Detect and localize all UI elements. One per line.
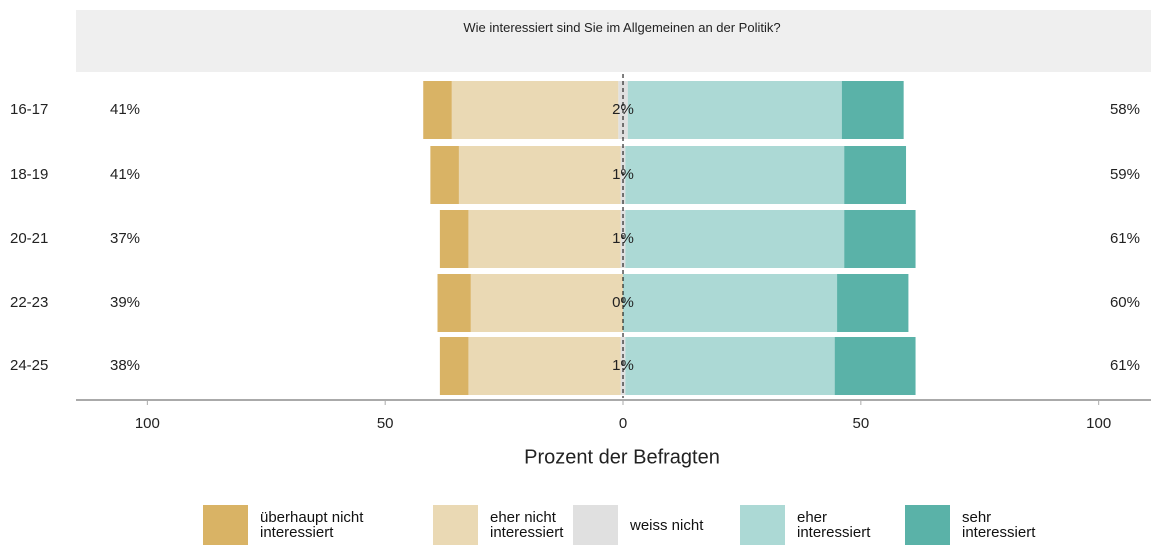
right-total-label: 58% [1110,101,1140,118]
legend-item: eher nicht interessiert [433,505,590,545]
x-axis-label: Prozent der Befragten [524,446,720,468]
bar-segment [834,337,916,395]
left-total-label: 41% [110,166,140,183]
legend-label: eher nicht interessiert [490,509,564,541]
bar-segment [423,81,452,139]
bar-segment [468,210,621,268]
legend-item: überhaupt nicht interessiert [203,505,385,545]
bar-segment [468,337,621,395]
right-total-label: 61% [1110,357,1140,374]
x-tick-label: 100 [135,415,160,432]
left-total-label: 38% [110,357,140,374]
y-tick-label: 16-17 [10,101,48,118]
x-tick-label: 50 [377,415,394,432]
legend-item: eher interessiert [740,505,897,545]
bar-segment [623,274,838,332]
bar-segment [625,337,835,395]
legend-swatch [203,505,248,545]
bar-segment [620,337,626,395]
legend-swatch [433,505,478,545]
center-label: 0% [612,294,634,311]
bar-segment [437,274,471,332]
center-label: 1% [612,357,634,374]
left-total-label: 37% [110,230,140,247]
x-tick-label: 100 [1086,415,1111,432]
bar-segment [470,274,624,332]
bar-segment [625,146,845,204]
legend-item: weiss nicht [573,505,730,545]
legend-item: sehr interessiert [905,505,1062,545]
legend-swatch [740,505,785,545]
x-tick-label: 50 [853,415,870,432]
left-total-label: 41% [110,101,140,118]
bar-segment [625,210,845,268]
y-tick-label: 18-19 [10,166,48,183]
legend-label: weiss nicht [630,516,704,534]
legend-label: überhaupt nicht interessiert [260,509,364,541]
bar-segment [837,274,909,332]
left-total-label: 39% [110,294,140,311]
bar-segment [439,210,469,268]
bar-segment [451,81,619,139]
bar-segment [844,210,916,268]
legend-swatch [573,505,618,545]
y-tick-label: 22-23 [10,294,48,311]
bar-segment [627,81,842,139]
bar-segment [841,81,904,139]
header-band [76,10,1151,72]
bar-segment [439,337,469,395]
right-total-label: 61% [1110,230,1140,247]
y-tick-label: 24-25 [10,357,48,374]
y-tick-label: 20-21 [10,230,48,247]
legend-label: eher interessiert [797,509,871,541]
legend-swatch [905,505,950,545]
legend-label: sehr interessiert [962,509,1036,541]
bar-segment [844,146,907,204]
bar-segment [430,146,459,204]
x-tick-label: 0 [619,415,627,432]
bar-segment [458,146,621,204]
right-total-label: 60% [1110,294,1140,311]
right-total-label: 59% [1110,166,1140,183]
chart-title: Wie interessiert sind Sie im Allgemeinen… [463,20,781,35]
